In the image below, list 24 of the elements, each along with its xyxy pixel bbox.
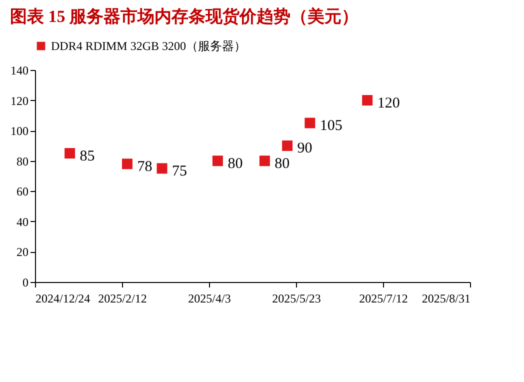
y-tick-label: 100 xyxy=(10,124,28,138)
y-tick-label: 40 xyxy=(16,214,28,229)
x-tick-label: 2025/7/12 xyxy=(359,292,408,306)
y-tick-label: 60 xyxy=(16,184,28,199)
y-tick-label: 120 xyxy=(10,94,28,108)
x-tick-label: 2025/2/12 xyxy=(98,292,147,306)
y-tick-label: 20 xyxy=(16,245,28,260)
x-tick-label: 2025/4/3 xyxy=(188,292,231,306)
data-label: 120 xyxy=(377,95,400,112)
x-tick-label: 2024/12/24 xyxy=(36,292,90,306)
chart-title: 图表 15 服务器市场内存条现货价趋势（美元） xyxy=(10,7,358,26)
x-tick-label: 2025/5/23 xyxy=(272,292,321,306)
legend-label: DDR4 RDIMM 32GB 3200（服务器） xyxy=(51,39,246,53)
data-label: 90 xyxy=(297,140,312,157)
data-label: 75 xyxy=(172,163,188,180)
y-tick-label: 80 xyxy=(16,154,28,168)
data-label: 80 xyxy=(228,156,243,172)
data-label: 80 xyxy=(274,156,290,172)
data-label: 105 xyxy=(320,118,342,134)
y-tick-label: 140 xyxy=(10,64,28,78)
data-label: 78 xyxy=(137,158,152,175)
data-label: 85 xyxy=(80,148,95,164)
x-tick-label: 2025/8/31 xyxy=(422,292,470,306)
y-tick-label: 0 xyxy=(22,276,28,290)
